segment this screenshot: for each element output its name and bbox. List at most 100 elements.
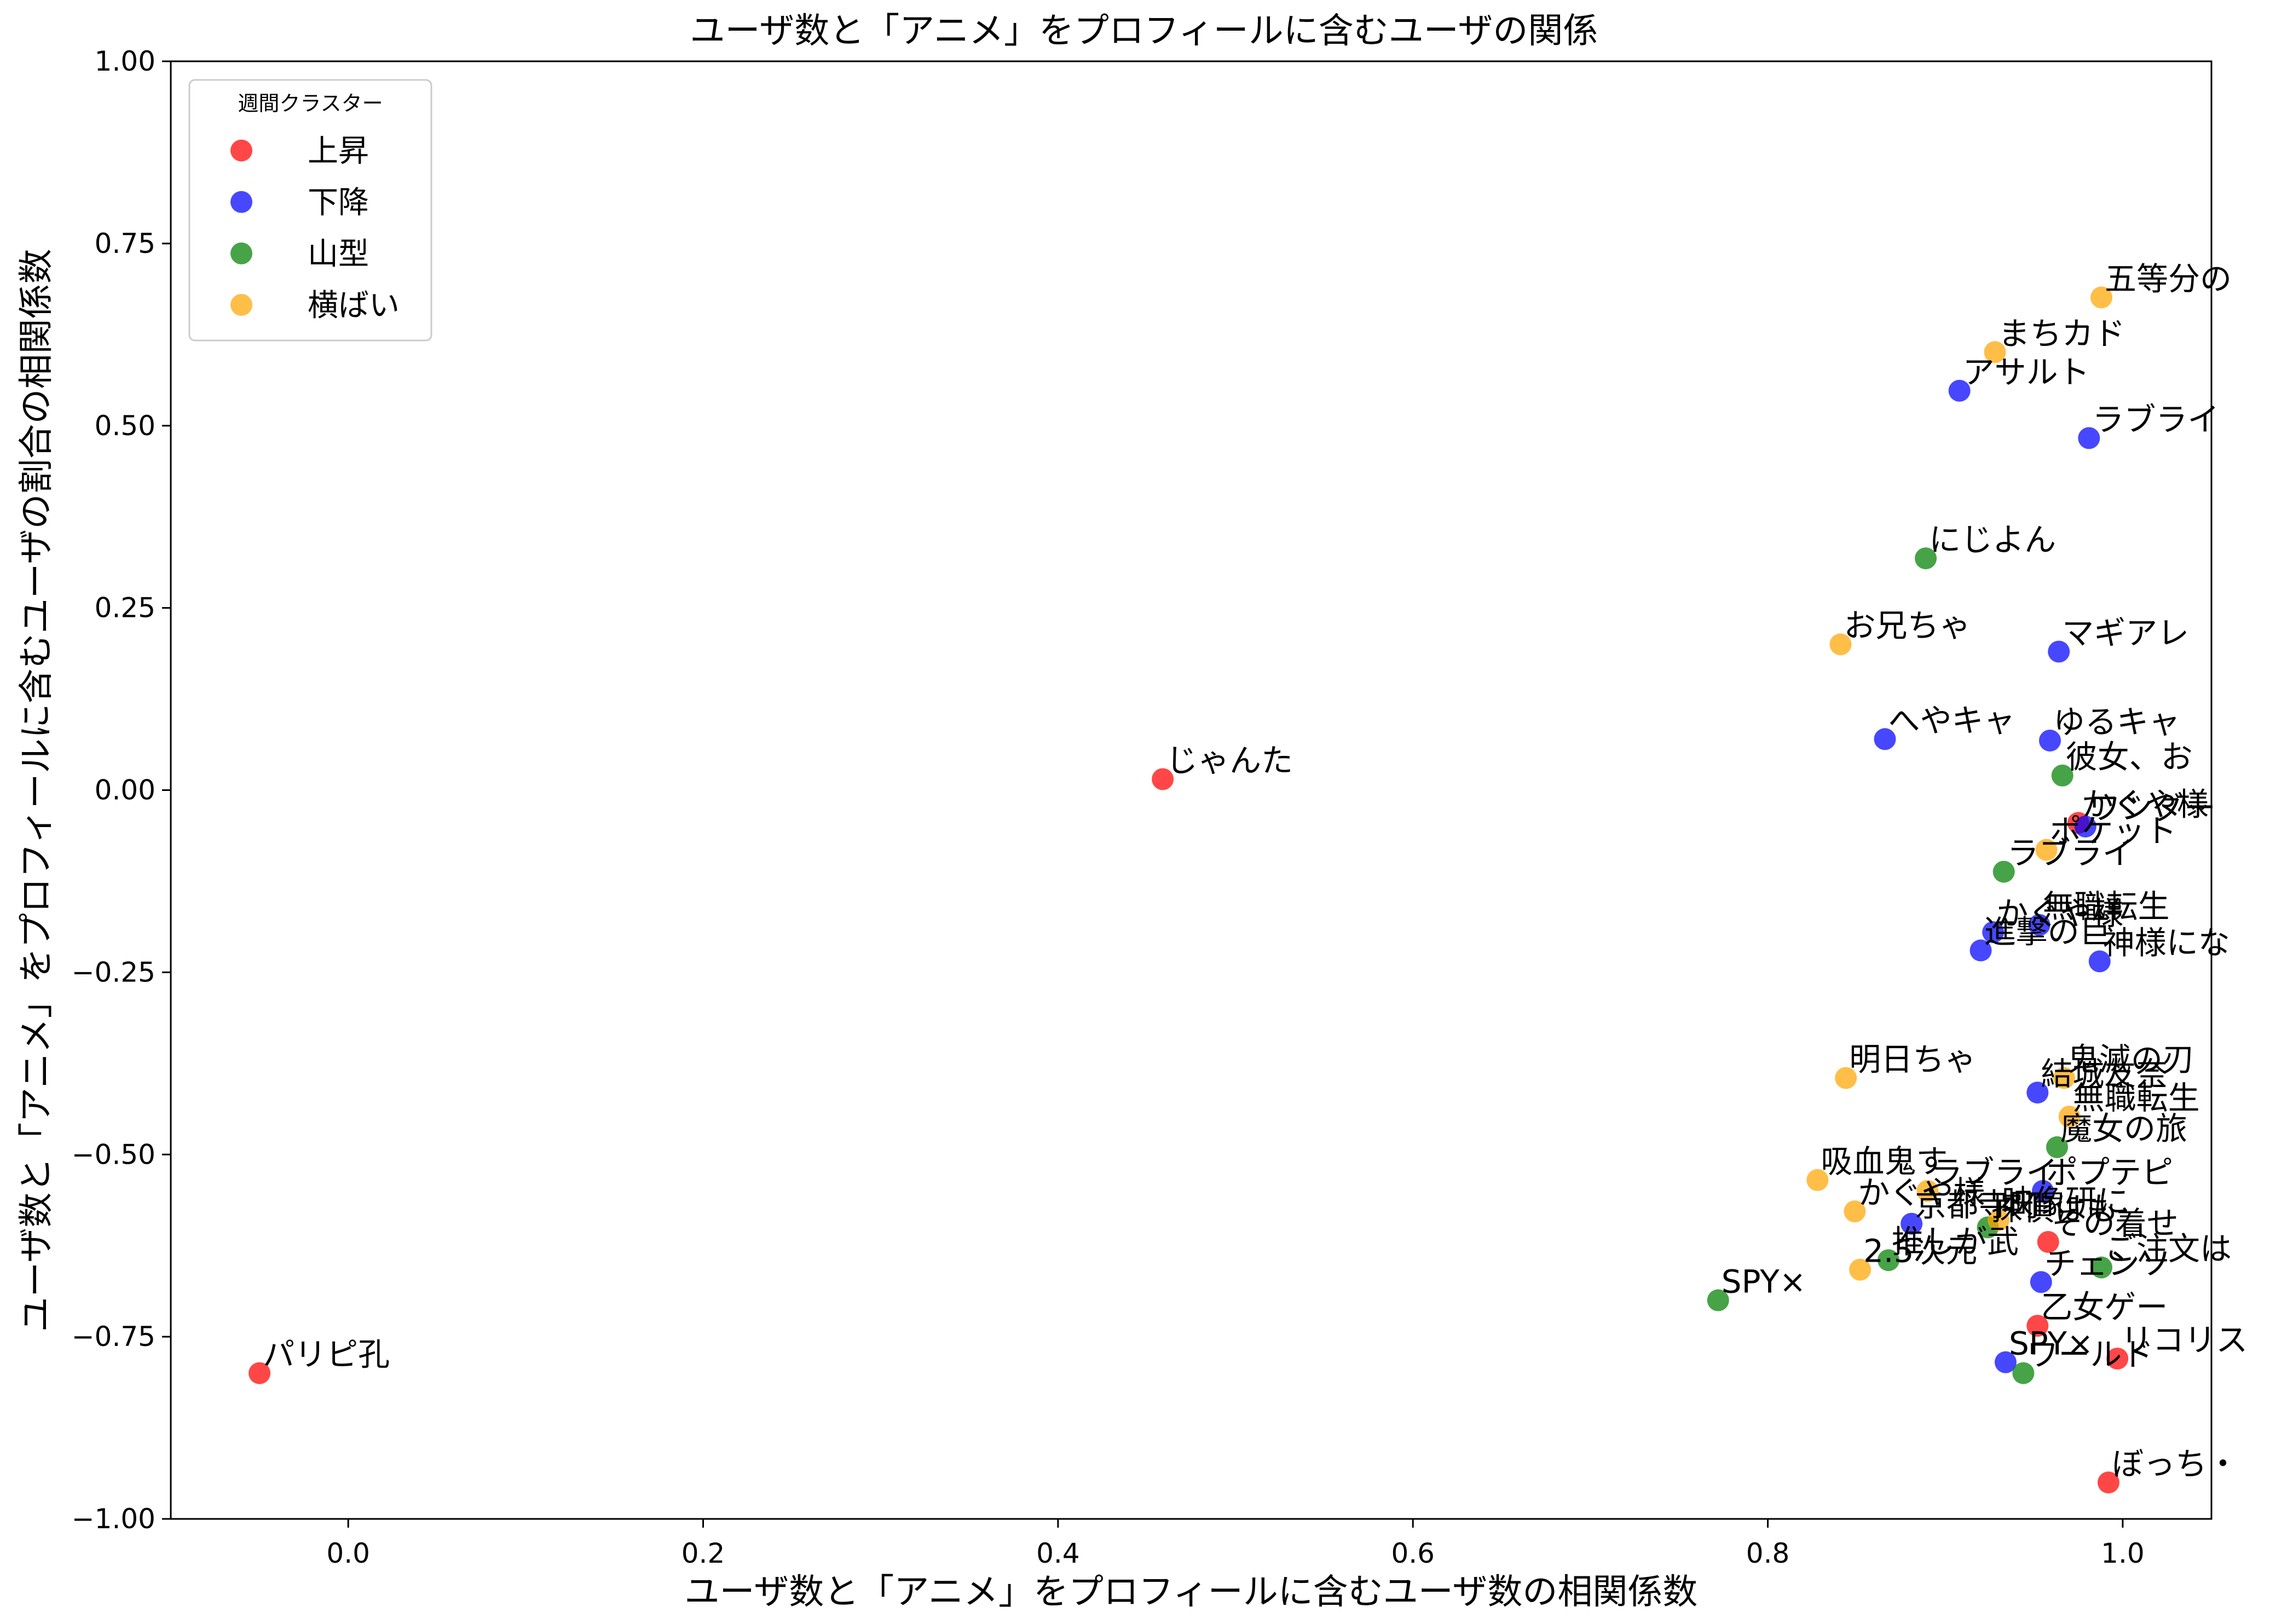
y-tick-label: −0.25 — [72, 956, 155, 988]
x-tick-label: 1.0 — [2101, 1538, 2145, 1569]
point-label: かぐや様 — [1858, 1174, 1985, 1211]
scatter-points — [249, 286, 2129, 1494]
point-label: 吸血鬼す — [1821, 1143, 1948, 1180]
x-tick-label: 0.0 — [326, 1538, 370, 1569]
data-point — [2026, 1315, 2049, 1337]
y-tick-label: −1.00 — [72, 1503, 155, 1535]
data-point — [1916, 1180, 1939, 1202]
point-label: じゃんた — [1166, 742, 1293, 779]
y-axis-label: ユーザ数と「アニメ」をプロフィールに含むユーザの割合の相関係数 — [16, 249, 57, 1332]
data-point — [2035, 839, 2058, 861]
point-label: ワンダー — [2089, 789, 2216, 827]
data-point — [1835, 1067, 1857, 1089]
point-label: 神様にな — [2103, 924, 2230, 961]
data-point — [1992, 860, 2015, 883]
data-point — [2026, 1082, 2049, 1104]
data-point — [1707, 1289, 1729, 1311]
point-label: パリピ孔 — [263, 1336, 390, 1373]
data-point — [2088, 950, 2111, 973]
data-point — [1829, 633, 1852, 656]
data-point — [1901, 1212, 1923, 1235]
legend-label: 上昇 — [308, 134, 369, 169]
data-point — [2048, 640, 2070, 663]
point-label: 京都寺町 — [1915, 1187, 2042, 1224]
x-tick-label: 0.4 — [1036, 1538, 1080, 1569]
data-point — [2051, 764, 2073, 787]
data-point — [2074, 816, 2096, 838]
data-point — [2097, 1471, 2119, 1494]
data-point — [1878, 1249, 1900, 1272]
legend-label: 横ばい — [308, 288, 400, 323]
data-point — [2030, 1271, 2052, 1293]
x-axis-label: ユーザ数と「アニメ」をプロフィールに含むユーザ数の相関係数 — [685, 1572, 1698, 1613]
data-point — [1874, 728, 1896, 750]
point-label: ポプテピ — [2046, 1154, 2173, 1191]
data-point — [2032, 1180, 2054, 1202]
point-label: SPY× — [1722, 1263, 1806, 1301]
data-point — [2053, 1067, 2075, 1089]
point-label: チェンソ — [2044, 1245, 2171, 1282]
point-label: 無職転生 — [2043, 888, 2170, 925]
data-point — [1915, 547, 1937, 570]
point-label: マギアレ — [2062, 615, 2189, 652]
point-label: アサルト — [1963, 354, 2090, 391]
data-point — [1982, 921, 2005, 944]
data-point — [1969, 939, 1992, 962]
point-label: 2.5次元 — [1863, 1233, 1977, 1270]
point-label: 乙女ゲー — [2041, 1288, 2168, 1326]
point-label: 明日ちゃ — [1849, 1041, 1976, 1078]
point-label: 鬼滅の刃 — [2067, 1041, 2194, 1078]
point-labels: パリピ孔じゃんたかぐや様その着せ乙女ゲーリコリスぼっち・アサルトラブライマギアレ… — [263, 260, 2248, 1482]
legend-marker — [230, 242, 252, 264]
data-point — [2028, 914, 2050, 936]
point-label: 進撃の巨 — [1984, 913, 2111, 950]
data-point — [1984, 341, 2006, 363]
point-label: 探偵はも — [1991, 1190, 2118, 1227]
legend-marker — [230, 140, 252, 161]
x-tick-label: 0.6 — [1391, 1538, 1435, 1569]
data-point — [1849, 1258, 1872, 1281]
legend-title: 週間クラスター — [238, 91, 383, 115]
point-label: 結城友奈 — [2041, 1055, 2168, 1093]
data-point — [2037, 1231, 2059, 1253]
y-axis: −1.00 −0.75 −0.50 −0.25 0.00 0.25 0.50 0.75 1.00 — [72, 45, 171, 1535]
point-label: ラブライ — [1931, 1154, 2058, 1191]
legend-marker — [230, 294, 252, 316]
y-tick-label: 0.50 — [95, 410, 155, 442]
point-label: ぼっち・ — [2112, 1445, 2239, 1482]
x-axis: 0.0 0.2 0.4 0.6 0.8 1.0 — [326, 1519, 2145, 1569]
point-label: へやキャ — [1888, 702, 2015, 739]
point-label: ポケット — [2050, 813, 2177, 850]
data-point — [1806, 1169, 1829, 1191]
point-label: お兄ちゃ — [1844, 607, 1971, 644]
point-label: 彼女、お — [2066, 738, 2193, 776]
y-tick-label: 0.75 — [95, 228, 155, 259]
data-point — [1948, 379, 1971, 402]
point-label: 無職転生 — [2073, 1079, 2200, 1117]
data-point — [249, 1362, 271, 1384]
data-point — [1152, 768, 1174, 790]
legend-label: 下降 — [308, 185, 369, 221]
chart-title: ユーザ数と「アニメ」をプロフィールに含むユーザの関係 — [690, 11, 1598, 51]
point-label: 魔女の旅 — [2060, 1110, 2187, 1147]
y-tick-label: 0.00 — [95, 775, 155, 806]
point-label: ラブライ — [2007, 835, 2134, 872]
y-tick-label: −0.50 — [72, 1138, 155, 1170]
point-label: ワールド — [2026, 1336, 2153, 1373]
point-label: まちカド — [1998, 315, 2125, 352]
plot-area — [170, 60, 2213, 1520]
point-label: リコリス — [2121, 1321, 2248, 1359]
data-point — [2106, 1348, 2129, 1370]
x-tick-label: 0.8 — [1746, 1538, 1790, 1569]
point-label: かぐや様 — [1996, 895, 2123, 932]
legend-label: 山型 — [308, 236, 369, 272]
data-point — [2046, 1136, 2068, 1158]
data-point — [1994, 1351, 2017, 1373]
y-tick-label: 0.25 — [95, 592, 155, 624]
data-point — [2039, 729, 2061, 752]
data-point — [2012, 1362, 2035, 1384]
legend-marker — [230, 191, 252, 213]
point-label: ラブライ — [2092, 401, 2219, 438]
